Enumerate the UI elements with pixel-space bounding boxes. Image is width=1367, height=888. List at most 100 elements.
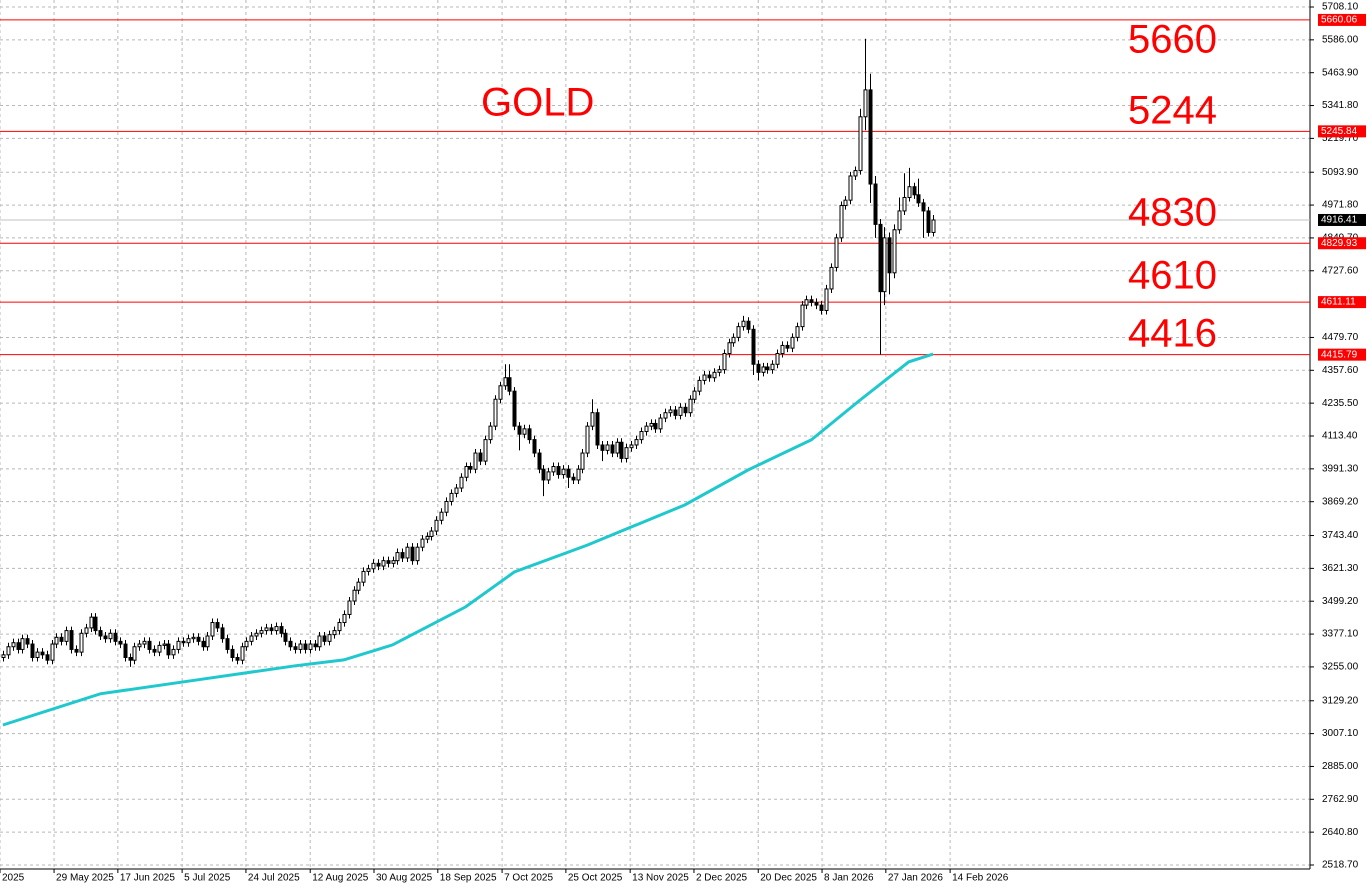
candle-body <box>147 640 152 650</box>
candle-body <box>561 468 566 476</box>
x-tick-label: 25 Oct 2025 <box>568 873 623 884</box>
candle-body <box>113 632 118 642</box>
candle-body <box>225 638 230 650</box>
candle-body <box>201 640 206 648</box>
candle-body <box>464 465 469 478</box>
candle-body <box>103 635 108 640</box>
candle-body <box>429 530 434 537</box>
candle-body <box>610 444 615 454</box>
candle-body <box>337 622 342 632</box>
candle-body <box>288 640 293 648</box>
moving-average <box>2 352 934 727</box>
candle-body <box>678 406 683 416</box>
candle-body <box>361 570 366 583</box>
candle-body <box>254 632 259 637</box>
candle-body <box>804 299 809 306</box>
candle-body <box>449 492 454 502</box>
price-box-label: 4611.11 <box>1321 297 1356 308</box>
candle-body <box>795 326 800 338</box>
candle-body <box>488 425 493 441</box>
x-tick-label: 2 Dec 2025 <box>696 873 748 884</box>
candle-body <box>152 648 157 653</box>
candle-body <box>600 444 605 451</box>
candle-body <box>45 654 50 661</box>
candle-body <box>629 444 634 449</box>
candle-body <box>639 431 644 441</box>
candle-body <box>11 642 16 648</box>
candle-body <box>108 632 113 640</box>
candle-body <box>128 657 133 661</box>
candle-body <box>653 422 658 430</box>
candle-body <box>74 648 79 653</box>
y-tick-label: 3743.40 <box>1322 530 1359 541</box>
y-tick-label: 3007.10 <box>1322 728 1359 739</box>
candle-body <box>308 643 313 650</box>
candle-body <box>244 640 249 648</box>
candle-body <box>727 342 732 355</box>
candle-body <box>775 353 780 365</box>
y-tick-label: 5708.10 <box>1322 2 1359 13</box>
y-tick-label: 3499.20 <box>1322 596 1359 607</box>
level-annotation: 4830 <box>1128 191 1217 235</box>
candle-body <box>79 632 84 653</box>
candle-body <box>741 320 746 328</box>
candle-body <box>882 237 887 293</box>
candle-body <box>1 654 6 659</box>
price-box <box>1318 213 1366 226</box>
candle-body <box>507 377 512 392</box>
candle-body <box>230 648 235 659</box>
x-tick-label: 14 Feb 2026 <box>952 873 1009 884</box>
price-box <box>1318 237 1366 250</box>
candle-body <box>873 183 878 225</box>
candle-body <box>240 646 245 661</box>
candle-body <box>668 409 673 414</box>
candle-body <box>878 223 883 293</box>
y-tick-label: 4113.40 <box>1322 431 1358 442</box>
price-box-label: 4916.41 <box>1321 215 1358 226</box>
candle-body <box>215 622 220 629</box>
candle-body <box>624 447 629 459</box>
candle-body <box>137 643 142 648</box>
candle-body <box>688 398 693 414</box>
candle-body <box>770 363 775 371</box>
candle-body <box>186 638 191 644</box>
candle-body <box>142 640 147 645</box>
y-tick-label: 5463.90 <box>1322 67 1359 78</box>
candle-body <box>834 237 839 268</box>
candle-body <box>269 627 274 632</box>
y-tick-label: 5219.70 <box>1322 133 1359 144</box>
candle-body <box>54 636 59 645</box>
candle-body <box>702 374 707 381</box>
candle-body <box>697 379 702 392</box>
candle-body <box>658 417 663 430</box>
price-box-label: 5660.06 <box>1321 15 1358 26</box>
candle-body <box>765 366 770 371</box>
candle-body <box>123 643 128 659</box>
y-tick-label: 3869.20 <box>1322 496 1359 507</box>
candle-body <box>498 385 503 400</box>
candle-body <box>916 194 921 204</box>
candle-body <box>473 452 478 470</box>
candle-body <box>93 616 98 632</box>
chart-title: GOLD <box>481 81 594 125</box>
candle-body <box>848 175 853 201</box>
candle-body <box>912 186 917 196</box>
candle-body <box>176 640 181 650</box>
candle-body <box>546 471 551 481</box>
x-tick-label: 7 Oct 2025 <box>504 873 553 884</box>
candle-body <box>386 560 391 564</box>
candle-body <box>313 643 318 648</box>
candle-body <box>858 116 863 172</box>
candle-body <box>395 552 400 562</box>
candle-body <box>166 643 171 656</box>
level-annotation: 5660 <box>1128 18 1217 62</box>
y-tick-label: 2762.90 <box>1322 794 1359 805</box>
candle-body <box>89 616 94 629</box>
candle-body <box>571 476 576 481</box>
candle-body <box>366 568 371 572</box>
candle-body <box>30 643 35 659</box>
candle-body <box>98 630 103 637</box>
candle-body <box>902 196 907 212</box>
candle-body <box>391 560 396 564</box>
